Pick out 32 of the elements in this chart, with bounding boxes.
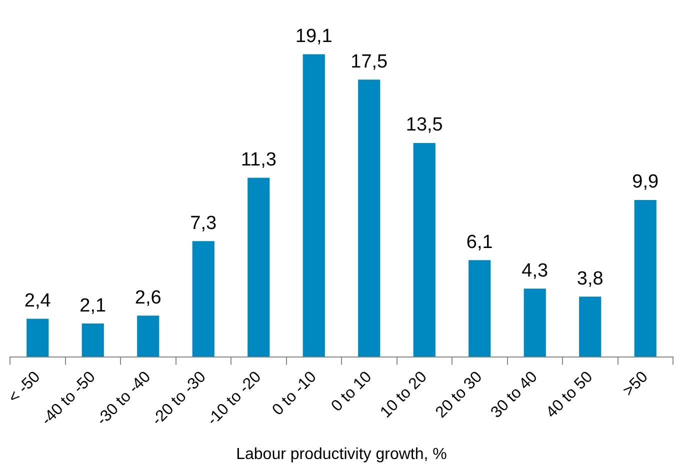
data-label: 4,3 — [522, 260, 548, 282]
x-tick-label: 0 to 10 — [328, 368, 376, 416]
x-tick-label: 10 to 20 — [377, 368, 430, 422]
data-label: 2,6 — [134, 287, 162, 308]
x-tick-label: 0 to -10 — [269, 368, 320, 419]
bar — [302, 54, 325, 357]
data-label: 2,4 — [24, 290, 52, 312]
x-tick-label: 40 to 50 — [543, 368, 596, 422]
bar — [248, 178, 270, 357]
data-label: 6,1 — [466, 232, 493, 253]
x-tick-label: 20 to 30 — [432, 368, 486, 422]
data-label: 9,9 — [632, 172, 659, 193]
data-label: 17,5 — [350, 51, 388, 72]
bar — [26, 318, 49, 357]
bar — [192, 241, 214, 357]
bar — [358, 80, 380, 357]
bar — [82, 324, 104, 357]
x-axis-title: Labour productivity growth, % — [236, 446, 447, 463]
bar — [413, 142, 436, 357]
bar — [468, 260, 491, 357]
bar — [524, 288, 546, 357]
bar — [579, 296, 602, 357]
data-label: 7,3 — [190, 212, 217, 234]
data-label: 19,1 — [295, 26, 332, 47]
data-label: 11,3 — [240, 150, 276, 171]
x-tick-label: >50 — [620, 368, 652, 400]
bar — [634, 200, 656, 357]
x-tick-label: 30 to 40 — [488, 368, 541, 422]
data-label: 2,1 — [80, 295, 106, 316]
data-label: 3,8 — [576, 268, 604, 290]
bar — [137, 316, 160, 357]
data-label: 13,5 — [406, 114, 443, 136]
